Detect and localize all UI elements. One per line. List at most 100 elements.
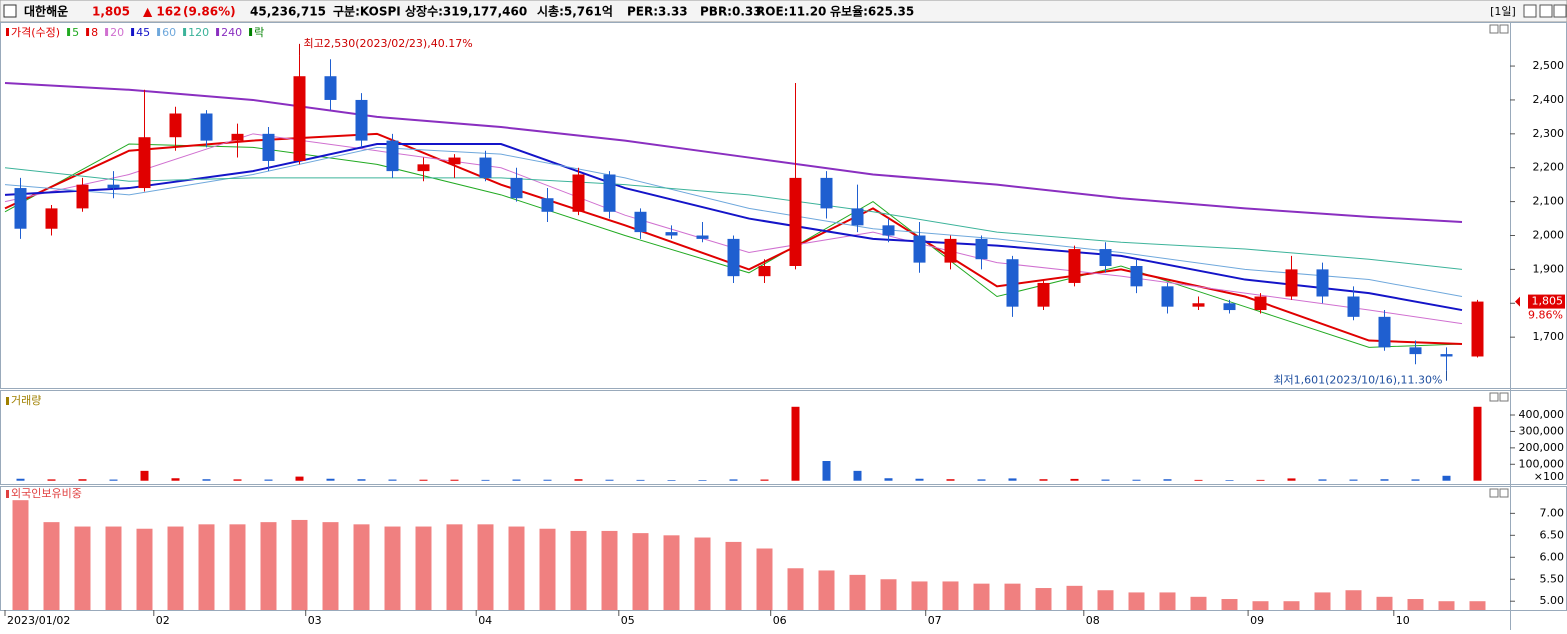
price-panel — [0, 22, 1567, 389]
candle-body — [1440, 354, 1453, 357]
volume-bar — [698, 480, 707, 481]
legend-swatch — [86, 28, 90, 36]
candle-body — [1223, 303, 1236, 311]
volume-bar — [140, 470, 149, 481]
volume-bar — [78, 479, 87, 481]
panel-button[interactable] — [1499, 392, 1509, 402]
volume-bar — [171, 478, 180, 481]
candle-body — [1316, 269, 1329, 297]
volume-bar — [574, 479, 583, 481]
ownership-bar — [1159, 592, 1176, 610]
y-tick-label: 5.00 — [1540, 594, 1565, 607]
y-tick-label: 6.50 — [1540, 528, 1565, 541]
window-button[interactable] — [1539, 4, 1553, 18]
candle-body — [665, 232, 678, 236]
candle-body — [1006, 259, 1019, 307]
panel-button[interactable] — [1499, 488, 1509, 498]
panel-button[interactable] — [1489, 24, 1499, 34]
x-tick-label: 07 — [928, 614, 942, 627]
volume-bar — [109, 479, 118, 481]
volume-bar — [1473, 406, 1482, 481]
y-tick-label: 1,700 — [1533, 330, 1565, 343]
ownership-bar — [787, 568, 804, 610]
ownership-bar — [725, 541, 742, 610]
ownership-bar — [1128, 592, 1145, 610]
legend-swatch — [6, 28, 9, 36]
volume-bar — [388, 479, 397, 481]
candle-body — [727, 238, 740, 277]
volume-bar — [1349, 479, 1358, 481]
candle-body — [200, 113, 213, 141]
candle-body — [262, 133, 275, 161]
legend-swatch — [131, 28, 135, 36]
moving-average — [4, 167, 1463, 270]
volume-bar — [202, 479, 211, 481]
ownership-bar — [1097, 590, 1114, 610]
candle-body — [324, 76, 337, 100]
ownership-bar — [74, 526, 91, 610]
candle-body — [1347, 296, 1360, 317]
ownership-bar — [415, 526, 432, 610]
price-tag-change: 9.86% — [1528, 309, 1563, 322]
x-tick-label: 04 — [478, 614, 492, 627]
ownership-bar — [508, 526, 525, 610]
candle-body — [1068, 249, 1081, 283]
y-tick-label: 7.00 — [1540, 506, 1565, 519]
ownership-bar — [1252, 601, 1269, 610]
pbr: PBR:0.33 — [700, 5, 762, 19]
close-button[interactable] — [1553, 4, 1567, 18]
volume-bar — [977, 479, 986, 481]
volume-bar — [233, 479, 242, 481]
candle-body — [603, 174, 616, 212]
volume-bar — [1442, 475, 1451, 481]
volume-bar — [729, 479, 738, 481]
y-tick-label: 1,900 — [1533, 262, 1565, 275]
ownership-bar — [1314, 592, 1331, 610]
candle-body — [572, 174, 585, 212]
volume-bar — [1163, 479, 1172, 481]
ownership-bar — [1345, 590, 1362, 610]
volume-bar — [791, 406, 800, 481]
annotation: 최저1,601(2023/10/16),11.30% — [1273, 374, 1442, 387]
candle-body — [231, 133, 244, 141]
y-tick-label: 2,300 — [1533, 127, 1565, 140]
ownership-bar — [105, 526, 122, 610]
candle-body — [107, 184, 120, 189]
unit-label: ×100 — [1534, 470, 1564, 483]
candle-body — [14, 188, 27, 229]
ownership-bar — [818, 570, 835, 610]
candle-body — [448, 157, 461, 165]
candle-body — [944, 238, 957, 263]
volume-bar — [853, 470, 862, 481]
ownership-bar — [353, 524, 370, 610]
legend-label: 60 — [162, 26, 176, 39]
ownership-bar — [1283, 601, 1300, 610]
legend-swatch — [183, 28, 187, 36]
moving-average — [4, 132, 1463, 345]
ownership-bar — [1221, 599, 1238, 610]
period[interactable]: [1일] — [1490, 4, 1516, 18]
ownership-bar — [1376, 596, 1393, 610]
ownership-bar — [911, 581, 928, 610]
panel-button[interactable] — [1489, 488, 1499, 498]
checkbox[interactable] — [3, 4, 17, 18]
candle-body — [169, 113, 182, 138]
legend-label: 8 — [91, 26, 98, 39]
candle-body — [541, 198, 554, 212]
market: 구분:KOSPI — [333, 5, 401, 19]
legend-swatch — [6, 490, 9, 498]
y-tick-label: 400,000 — [1519, 408, 1565, 421]
candle-body — [417, 164, 430, 172]
volume-bar — [357, 479, 366, 481]
volume-bar — [47, 479, 56, 481]
change-pct: (9.86%) — [183, 5, 236, 19]
y-tick-label: 2,500 — [1533, 59, 1565, 72]
panel-button[interactable] — [1499, 24, 1509, 34]
x-tick-label: 2023/01/02 — [7, 614, 70, 627]
panel-button[interactable] — [1489, 392, 1499, 402]
candle-body — [820, 177, 833, 209]
window-button[interactable] — [1523, 4, 1537, 18]
roe: ROE:11.20 — [756, 5, 826, 19]
ownership-bar — [1004, 583, 1021, 610]
